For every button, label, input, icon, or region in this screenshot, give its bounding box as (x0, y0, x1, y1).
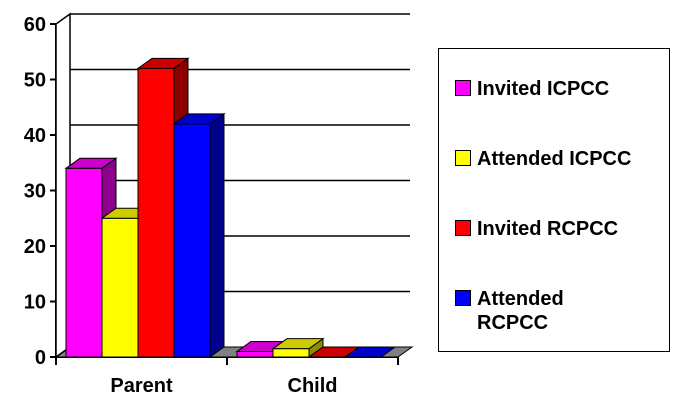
bar-attended-rcpcc-child (343, 346, 397, 358)
legend-item-invited-icpcc: Invited ICPCC (455, 77, 609, 101)
bar-top (136, 57, 190, 69)
legend-label: Attended ICPCC (477, 148, 632, 170)
bar-attended-icpcc-child (271, 337, 325, 358)
y-tick-label: 40 (24, 125, 46, 147)
legend-item-attended-icpcc: Attended ICPCC (455, 147, 631, 171)
bar-top (172, 113, 226, 125)
y-tick-label: 0 (35, 347, 46, 369)
bar-front (236, 350, 274, 358)
legend-swatch-invited-icpcc (455, 80, 471, 96)
bar-side (209, 112, 225, 358)
legend-swatch-attended-rcpcc (455, 290, 471, 306)
y-tick-label: 30 (24, 181, 46, 203)
bar-top (343, 346, 397, 358)
bar-attended-rcpcc-parent (172, 112, 226, 358)
category-label-parent: Parent (110, 375, 173, 396)
legend-swatch-attended-icpcc (455, 150, 471, 166)
y-tick-label: 60 (24, 14, 46, 36)
bar-front (137, 67, 175, 358)
bar-front (272, 348, 310, 358)
bar-top (64, 157, 118, 169)
bars (64, 57, 397, 358)
y-tick-label: 50 (24, 70, 46, 92)
legend-label: Invited ICPCC (477, 78, 610, 100)
legend-label: Attended RCPCC (477, 288, 564, 334)
legend-swatch-invited-rcpcc (455, 220, 471, 236)
category-label-child: Child (288, 375, 338, 396)
bar-top (271, 338, 325, 350)
bar-front (173, 123, 211, 358)
legend-label: Invited RCPCC (477, 218, 619, 240)
y-tick-label: 20 (24, 236, 46, 258)
category-axis: Parent Child (110, 375, 337, 396)
y-tick-label: 10 (24, 292, 46, 314)
value-axis: 0 10 20 30 40 50 60 (24, 14, 46, 369)
bar-front (101, 217, 139, 358)
legend-item-attended-rcpcc: Attended RCPCC (455, 287, 607, 335)
bar-front (65, 167, 103, 358)
legend: Invited ICPCC Attended ICPCC Invited RCP… (438, 48, 670, 352)
legend-item-invited-rcpcc: Invited RCPCC (455, 217, 618, 241)
